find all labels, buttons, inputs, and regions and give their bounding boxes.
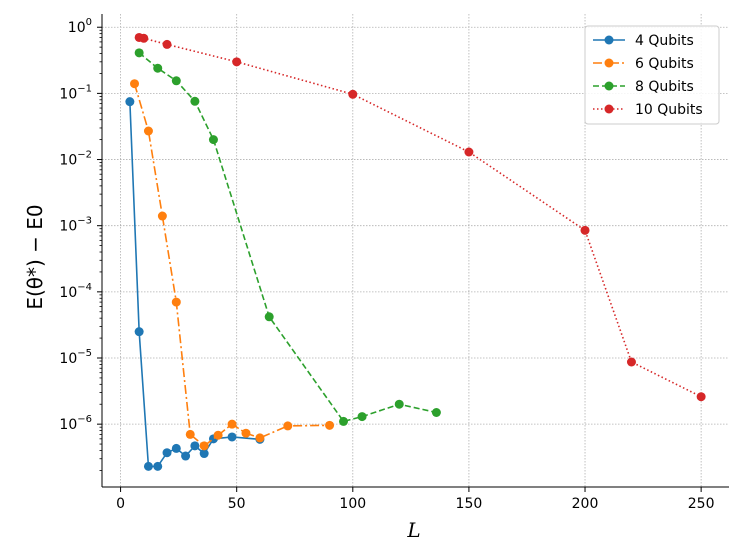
- legend-marker: [604, 104, 614, 114]
- data-point: [208, 135, 218, 145]
- series-layer: [125, 32, 706, 471]
- data-point: [171, 76, 181, 86]
- data-point: [255, 433, 265, 443]
- y-tick-label: 10−4: [59, 282, 92, 301]
- data-point: [134, 48, 144, 58]
- data-point: [227, 432, 237, 442]
- data-point: [181, 451, 191, 461]
- data-point: [139, 33, 149, 43]
- axes: [101, 14, 729, 488]
- x-tick-label: 0: [116, 496, 125, 512]
- y-tick-label: 10−1: [59, 83, 92, 102]
- x-tick-label: 250: [688, 496, 715, 512]
- y-tick-label: 10−3: [59, 216, 92, 235]
- y-tick-label: 10−6: [59, 414, 92, 433]
- series-line: [138, 52, 437, 423]
- legend-box: [584, 25, 720, 125]
- data-point: [325, 420, 335, 430]
- data-point: [190, 96, 200, 106]
- data-point: [199, 449, 209, 459]
- data-point: [162, 448, 172, 458]
- data-point: [227, 419, 237, 429]
- legend-marker: [604, 35, 614, 45]
- data-point: [626, 357, 636, 367]
- legend-item: 6 Qubits: [593, 56, 694, 72]
- legend: 4 Qubits 6 Qubits 8 Qubits 10 Qubits: [584, 25, 720, 125]
- y-tick-label: 100: [68, 17, 92, 36]
- legend-item: 10 Qubits: [593, 102, 703, 118]
- data-point: [143, 126, 153, 136]
- data-point: [143, 461, 153, 471]
- legend-item: 8 Qubits: [593, 79, 694, 95]
- legend-label: 8 Qubits: [635, 79, 694, 95]
- y-tick-label: 10−2: [59, 150, 92, 169]
- data-point: [199, 441, 209, 451]
- data-point: [283, 421, 293, 431]
- data-point: [232, 57, 242, 67]
- data-point: [130, 79, 140, 89]
- data-point: [153, 461, 163, 471]
- data-point: [190, 441, 200, 451]
- data-point: [134, 327, 144, 337]
- data-point: [339, 416, 349, 426]
- data-point: [431, 408, 441, 418]
- series-4-qubits: [125, 97, 265, 471]
- series-6-qubits: [130, 79, 335, 451]
- data-point: [162, 39, 172, 49]
- data-point: [241, 428, 251, 438]
- legend-marker: [604, 58, 614, 68]
- data-point: [171, 297, 181, 307]
- series-10-qubits: [134, 32, 706, 402]
- x-ticks: 0 50 100 150 200 250: [116, 487, 715, 512]
- x-tick-label: 150: [456, 496, 483, 512]
- data-point: [580, 225, 590, 235]
- y-ticks: 100 10−1 10−2 10−3 10−4 10−5 10−6: [59, 17, 102, 471]
- data-point: [394, 399, 404, 409]
- data-point: [264, 312, 274, 322]
- y-tick-label: 10−5: [59, 348, 92, 367]
- legend-marker: [604, 81, 614, 91]
- series-8-qubits: [134, 48, 441, 426]
- data-point: [125, 97, 135, 107]
- data-point: [157, 211, 167, 221]
- data-point: [464, 147, 474, 157]
- legend-label: 4 Qubits: [635, 33, 694, 49]
- legend-label: 10 Qubits: [635, 102, 703, 118]
- data-point: [171, 443, 181, 453]
- legend-label: 6 Qubits: [635, 56, 694, 72]
- y-axis-label: E(θ*) − E0: [23, 204, 47, 309]
- x-tick-label: 100: [339, 496, 366, 512]
- x-tick-label: 200: [572, 496, 599, 512]
- data-point: [357, 412, 367, 422]
- series-line: [133, 83, 330, 447]
- data-point: [153, 63, 163, 73]
- data-point: [213, 430, 223, 440]
- legend-item: 4 Qubits: [593, 33, 694, 49]
- data-point: [185, 429, 195, 439]
- data-point: [348, 89, 358, 99]
- x-tick-label: 50: [228, 496, 246, 512]
- data-point: [696, 392, 706, 402]
- series-line: [129, 101, 260, 468]
- x-axis-label: L: [406, 518, 420, 542]
